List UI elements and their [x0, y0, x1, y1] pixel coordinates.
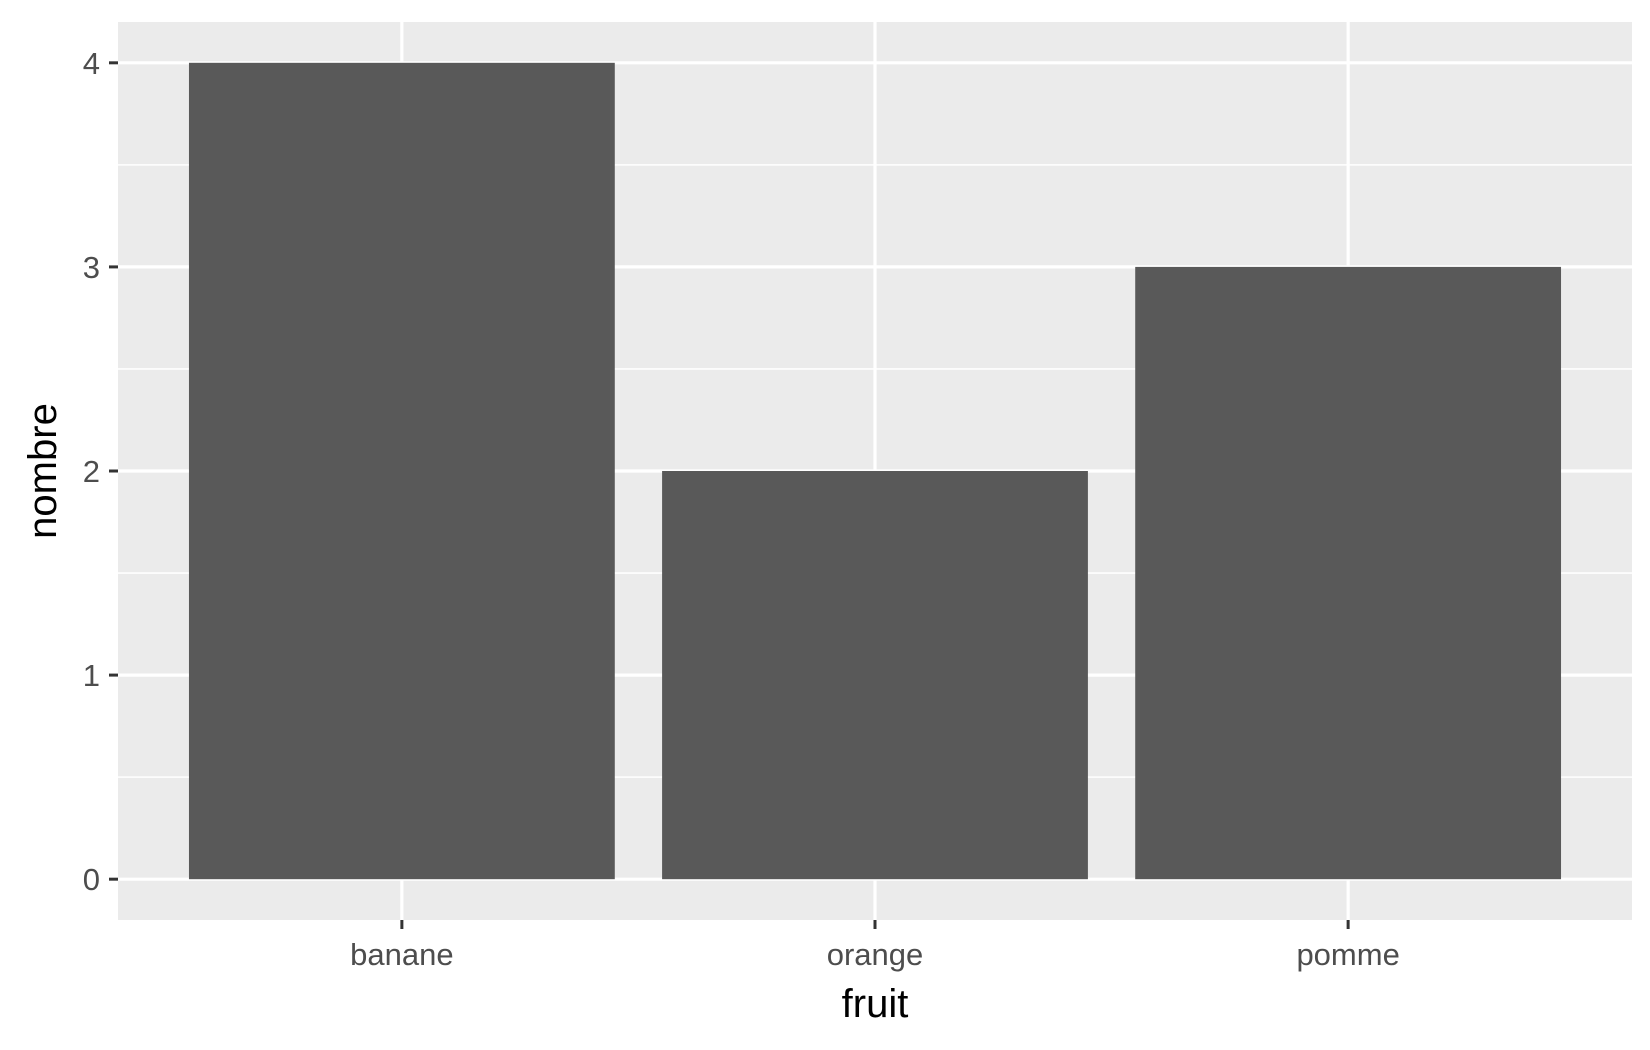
bars: [188, 62, 1562, 880]
y-tick-label: 2: [83, 454, 100, 489]
bar-pomme: [1135, 266, 1562, 880]
bar-banane: [188, 62, 615, 880]
y-tick-label: 4: [83, 46, 100, 81]
x-axis-title: fruit: [842, 982, 909, 1026]
x-tick-label: orange: [827, 937, 924, 972]
y-tick-label: 3: [83, 250, 100, 285]
y-tick-label: 0: [83, 862, 100, 897]
x-tick-label: pomme: [1296, 937, 1399, 972]
y-axis-title: nombre: [21, 403, 65, 539]
y-tick-label: 1: [83, 658, 100, 693]
y-axis: 0 1 2 3 4: [83, 46, 118, 897]
x-tick-label: banane: [350, 937, 453, 972]
bar-orange: [662, 471, 1088, 880]
x-axis: banane orange pomme: [350, 920, 1400, 972]
